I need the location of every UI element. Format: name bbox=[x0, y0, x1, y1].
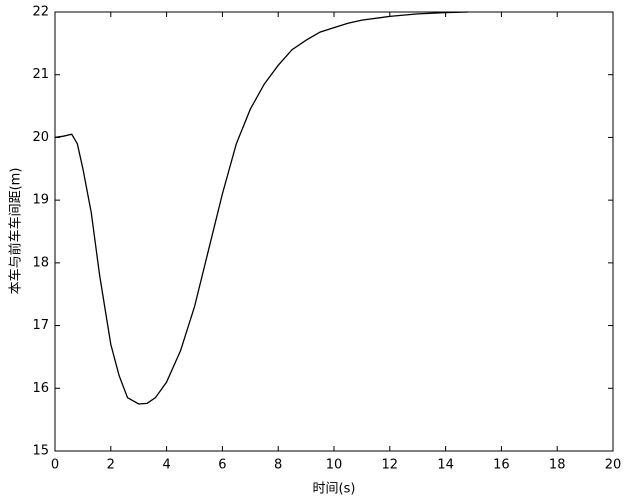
y-tick-label: 20 bbox=[32, 130, 49, 145]
y-tick-label: 21 bbox=[32, 67, 49, 82]
x-tick-label: 14 bbox=[437, 458, 454, 473]
x-tick-label: 20 bbox=[605, 458, 622, 473]
x-tick-label: 18 bbox=[549, 458, 566, 473]
x-tick-label: 12 bbox=[382, 458, 399, 473]
plot-frame bbox=[55, 12, 613, 451]
x-axis-label: 时间(s) bbox=[313, 482, 356, 497]
y-tick-label: 18 bbox=[32, 255, 49, 270]
y-tick-label: 15 bbox=[32, 444, 49, 459]
chart: 时间(s) 本车与前车车间距(m) 0 2 4 6 8 10 12 14 16 18 20 15 16 1… bbox=[0, 0, 631, 504]
x-tick-label: 0 bbox=[51, 458, 59, 473]
x-tick-label: 16 bbox=[493, 458, 510, 473]
x-tick-label: 2 bbox=[107, 458, 115, 473]
y-tick-label: 16 bbox=[32, 381, 49, 396]
y-axis-label: 本车与前车车间距(m) bbox=[8, 168, 24, 295]
y-tick-label: 22 bbox=[32, 5, 49, 20]
x-tick-label: 6 bbox=[218, 458, 226, 473]
x-tick-label: 4 bbox=[162, 458, 170, 473]
data-line bbox=[55, 12, 468, 404]
y-tick-label: 19 bbox=[32, 193, 49, 208]
y-tick-label: 17 bbox=[32, 318, 49, 333]
x-tick-label: 8 bbox=[274, 458, 282, 473]
x-tick-label: 10 bbox=[326, 458, 343, 473]
